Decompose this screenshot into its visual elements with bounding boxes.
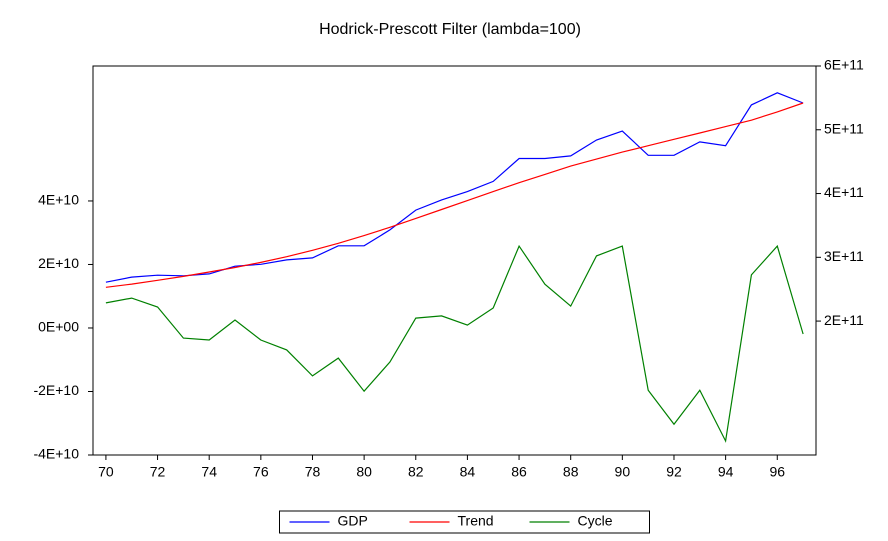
- x-tick-label: 82: [408, 464, 424, 480]
- x-tick-label: 74: [201, 464, 217, 480]
- y2-tick-label: 3E+11: [824, 248, 864, 264]
- chart-title: Hodrick-Prescott Filter (lambda=100): [319, 21, 581, 38]
- legend-label: Cycle: [578, 513, 613, 529]
- plot-frame: [92, 65, 817, 456]
- legend-label: Trend: [458, 513, 494, 529]
- y-tick-label: 4E+10: [38, 192, 79, 208]
- series-line: [105, 102, 804, 288]
- y2-tick-label: 2E+11: [824, 312, 864, 328]
- y2-tick-label: 6E+11: [824, 57, 864, 73]
- x-tick-label: 70: [98, 464, 114, 480]
- y-tick-label: 0E+00: [38, 319, 79, 335]
- y2-tick-label: 5E+11: [824, 120, 864, 136]
- y2-tick-label: 4E+11: [824, 184, 864, 200]
- series-line: [105, 244, 804, 443]
- x-tick-label: 94: [718, 464, 734, 480]
- x-tick-label: 90: [615, 464, 631, 480]
- x-tick-label: 96: [769, 464, 785, 480]
- y-tick-label: -4E+10: [33, 446, 79, 462]
- y-tick-label: -2E+10: [33, 382, 79, 398]
- x-tick-label: 80: [356, 464, 372, 480]
- x-tick-label: 84: [460, 464, 476, 480]
- x-tick-label: 76: [253, 464, 269, 480]
- x-tick-label: 72: [150, 464, 166, 480]
- legend-label: GDP: [338, 513, 368, 529]
- x-tick-label: 86: [511, 464, 527, 480]
- x-tick-label: 78: [305, 464, 321, 480]
- x-tick-label: 92: [666, 464, 682, 480]
- legend-box: [279, 510, 650, 534]
- series-line: [105, 92, 804, 283]
- x-tick-label: 88: [563, 464, 579, 480]
- y-tick-label: 2E+10: [38, 255, 79, 271]
